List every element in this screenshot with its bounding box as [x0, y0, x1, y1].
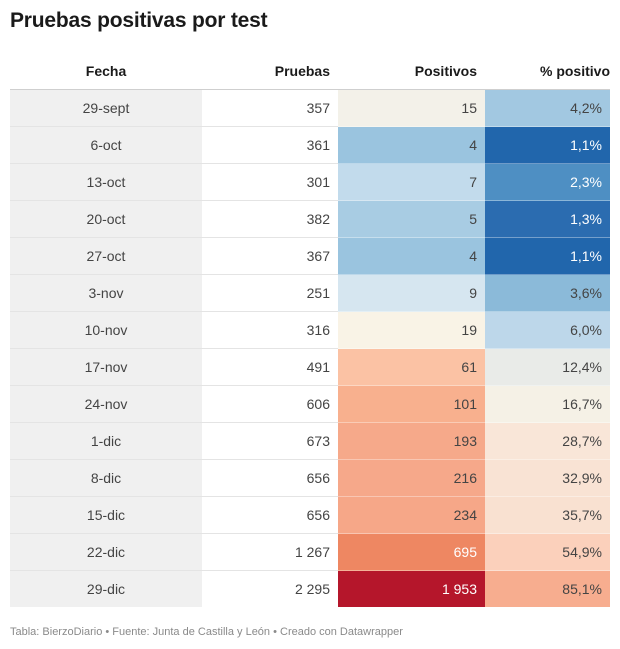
cell-fecha: 1-dic	[10, 422, 202, 460]
table-row: 29-dic 2 295 1 953 85,1%	[10, 570, 610, 607]
cell-fecha: 10-nov	[10, 311, 202, 349]
cell-positivos: 15	[338, 89, 485, 127]
cell-pruebas: 2 295	[294, 581, 330, 597]
cell-positivos: 216	[338, 459, 485, 497]
cell-pct-positivo: 1,1%	[485, 126, 610, 164]
table-row: 15-dic 656 234 35,7%	[10, 496, 610, 534]
cell-fecha: 15-dic	[10, 496, 202, 534]
cell-pruebas: 673	[202, 422, 338, 460]
column-header-pct-positivo[interactable]: % positivo	[485, 52, 610, 90]
column-header-fecha[interactable]: Fecha	[10, 52, 202, 90]
cell-pct-positivo: 85,1%	[485, 570, 610, 607]
cell-pruebas: 1 267	[202, 533, 338, 571]
cell-positivos: 1 953	[338, 570, 485, 607]
source-footer: Tabla: BierzoDiario • Fuente: Junta de C…	[10, 626, 403, 638]
cell-pruebas: 491	[202, 348, 338, 386]
cell-pct-positivo: 1,3%	[485, 200, 610, 238]
cell-positivos: 101	[338, 385, 485, 423]
cell-pct-positivo: 2,3%	[485, 163, 610, 201]
cell-pct-positivo: 28,7%	[485, 422, 610, 460]
cell-pruebas: 656	[202, 496, 338, 534]
table-row: 17-nov 491 61 12,4%	[10, 348, 610, 386]
cell-pruebas: 301	[202, 163, 338, 201]
cell-positivos: 695	[338, 533, 485, 571]
cell-fecha: 24-nov	[10, 385, 202, 423]
table-header-row: Fecha Pruebas Positivos % positivo	[10, 52, 610, 90]
positivity-table: Fecha Pruebas Positivos % positivo 29-se…	[10, 52, 610, 607]
cell-pct-positivo: 1,1%	[485, 237, 610, 275]
cell-positivos: 193	[338, 422, 485, 460]
cell-positivos: 19	[338, 311, 485, 349]
cell-fecha: 27-oct	[10, 237, 202, 275]
table-row: 20-oct 382 5 1,3%	[10, 200, 610, 238]
cell-pruebas: 382	[202, 200, 338, 238]
cell-positivos: 234	[338, 496, 485, 534]
table-row: 29-sept 357 15 4,2%	[10, 89, 610, 127]
cell-pruebas: 357	[202, 89, 338, 127]
column-header-positivos[interactable]: Positivos	[338, 52, 485, 90]
cell-pct-positivo: 6,0%	[485, 311, 610, 349]
cell-fecha: 29-sept	[10, 89, 202, 127]
cell-fecha: 6-oct	[10, 126, 202, 164]
cell-pruebas: 316	[202, 311, 338, 349]
table-body: 29-sept 357 15 4,2% 6-oct 361 4 1,1% 13-oct 301 7 2…	[10, 89, 610, 607]
column-header-pruebas[interactable]: Pruebas	[202, 52, 338, 90]
cell-fecha: 29-dic	[10, 570, 202, 607]
cell-pruebas: 251	[202, 274, 338, 312]
cell-positivos: 5	[338, 200, 485, 238]
cell-pct-positivo: 3,6%	[485, 274, 610, 312]
cell-pct-positivo: 4,2%	[485, 89, 610, 127]
cell-fecha: 8-dic	[10, 459, 202, 497]
cell-pruebas: 656	[202, 459, 338, 497]
table-row: 13-oct 301 7 2,3%	[10, 163, 610, 201]
cell-pct-positivo: 12,4%	[485, 348, 610, 386]
table-row: 6-oct 361 4 1,1%	[10, 126, 610, 164]
table-row: 22-dic 1 267 695 54,9%	[10, 533, 610, 571]
cell-pct-positivo: 32,9%	[485, 459, 610, 497]
cell-fecha: 17-nov	[10, 348, 202, 386]
cell-fecha: 20-oct	[10, 200, 202, 238]
cell-fecha: 3-nov	[10, 274, 202, 312]
cell-pruebas: 361	[202, 126, 338, 164]
page-title: Pruebas positivas por test	[10, 9, 268, 32]
cell-fecha: 22-dic	[10, 533, 202, 571]
cell-fecha: 13-oct	[10, 163, 202, 201]
table-row: 24-nov 606 101 16,7%	[10, 385, 610, 423]
table-row: 27-oct 367 4 1,1%	[10, 237, 610, 275]
cell-positivos: 7	[338, 163, 485, 201]
cell-positivos: 4	[338, 126, 485, 164]
cell-pruebas: 367	[202, 237, 338, 275]
cell-positivos: 4	[338, 237, 485, 275]
cell-pct-positivo: 35,7%	[485, 496, 610, 534]
cell-positivos: 9	[338, 274, 485, 312]
table-row: 10-nov 316 19 6,0%	[10, 311, 610, 349]
table-row: 1-dic 673 193 28,7%	[10, 422, 610, 460]
table-row: 3-nov 251 9 3,6%	[10, 274, 610, 312]
cell-pruebas: 606	[202, 385, 338, 423]
cell-pct-positivo: 54,9%	[485, 533, 610, 571]
cell-pct-positivo: 16,7%	[485, 385, 610, 423]
cell-positivos: 61	[338, 348, 485, 386]
table-row: 8-dic 656 216 32,9%	[10, 459, 610, 497]
